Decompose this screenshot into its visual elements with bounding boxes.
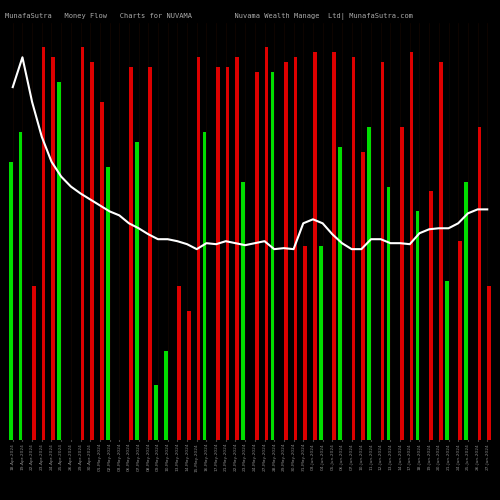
Bar <box>32 286 36 440</box>
Bar <box>202 132 206 440</box>
Bar <box>488 286 491 440</box>
Bar <box>148 67 152 440</box>
Bar <box>187 311 190 440</box>
Text: MunafaSutra   Money Flow   Charts for NUVAMA          Nuvama Wealth Manage  Ltd|: MunafaSutra Money Flow Charts for NUVAMA… <box>5 12 413 20</box>
Bar <box>380 62 384 440</box>
Bar <box>332 52 336 440</box>
Bar <box>445 281 448 440</box>
Bar <box>439 62 442 440</box>
Bar <box>242 182 245 440</box>
Bar <box>129 67 132 440</box>
Bar <box>313 52 316 440</box>
Bar <box>319 246 322 440</box>
Bar <box>52 58 55 440</box>
Bar <box>264 48 268 440</box>
Bar <box>294 58 298 440</box>
Bar <box>216 67 220 440</box>
Bar <box>458 241 462 440</box>
Bar <box>386 186 390 440</box>
Bar <box>80 48 84 440</box>
Bar <box>236 58 239 440</box>
Bar <box>338 147 342 440</box>
Bar <box>58 82 61 440</box>
Bar <box>90 62 94 440</box>
Bar <box>270 72 274 440</box>
Bar <box>135 142 138 440</box>
Bar <box>429 192 433 440</box>
Bar <box>352 58 356 440</box>
Bar <box>464 182 468 440</box>
Bar <box>255 72 258 440</box>
Bar <box>106 166 110 440</box>
Bar <box>164 350 168 440</box>
Bar <box>154 386 158 440</box>
Bar <box>178 286 181 440</box>
Bar <box>9 162 13 440</box>
Bar <box>362 152 365 440</box>
Bar <box>284 62 288 440</box>
Bar <box>400 127 404 440</box>
Bar <box>42 48 45 440</box>
Bar <box>478 127 481 440</box>
Bar <box>416 212 420 440</box>
Bar <box>410 52 414 440</box>
Bar <box>304 246 307 440</box>
Bar <box>100 102 103 440</box>
Bar <box>226 67 230 440</box>
Bar <box>19 132 22 440</box>
Bar <box>368 127 371 440</box>
Bar <box>196 58 200 440</box>
